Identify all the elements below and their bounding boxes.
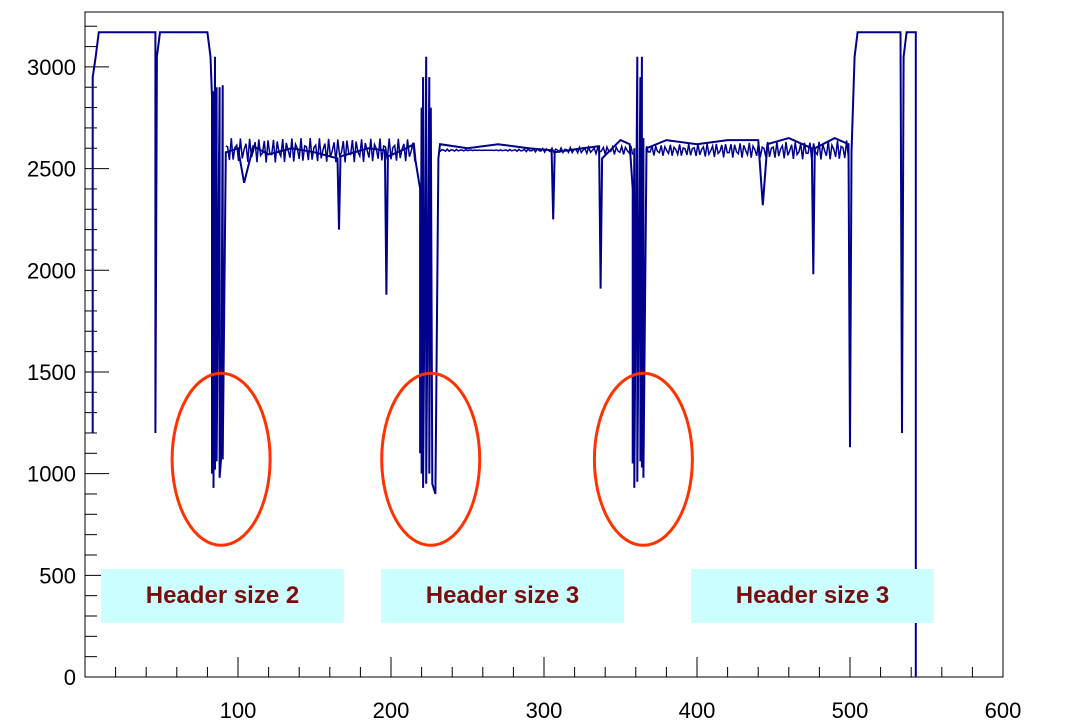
axis-tick-labels: 100 200 300 400 500 600 0 500 1000 1500 2000 2500 30… bbox=[27, 55, 1021, 723]
x-tick-label: 200 bbox=[373, 698, 410, 723]
axis-ticks bbox=[85, 25, 973, 677]
x-tick-label: 600 bbox=[985, 698, 1022, 723]
y-tick-label: 0 bbox=[64, 665, 76, 690]
highlight-ellipse bbox=[592, 371, 694, 547]
x-tick-label: 400 bbox=[679, 698, 716, 723]
series-line bbox=[91, 31, 917, 677]
annotation-header-size-2: Header size 2 bbox=[101, 569, 344, 623]
x-tick-label: 500 bbox=[832, 698, 869, 723]
y-tick-label: 1500 bbox=[27, 360, 76, 385]
y-tick-label: 2500 bbox=[27, 157, 76, 182]
annotation-header-size-3-b: Header size 3 bbox=[691, 569, 934, 623]
y-tick-label: 2000 bbox=[27, 258, 76, 283]
series-group bbox=[91, 31, 917, 677]
highlight-group bbox=[170, 371, 694, 547]
y-tick-label: 1000 bbox=[27, 462, 76, 487]
y-tick-label: 500 bbox=[39, 563, 76, 588]
highlight-ellipse bbox=[170, 371, 272, 547]
highlight-ellipse bbox=[380, 371, 482, 547]
y-tick-label: 3000 bbox=[27, 55, 76, 80]
x-tick-label: 100 bbox=[220, 698, 257, 723]
annotation-header-size-3-a: Header size 3 bbox=[381, 569, 624, 623]
x-tick-label: 300 bbox=[526, 698, 563, 723]
series-noise bbox=[225, 138, 850, 163]
